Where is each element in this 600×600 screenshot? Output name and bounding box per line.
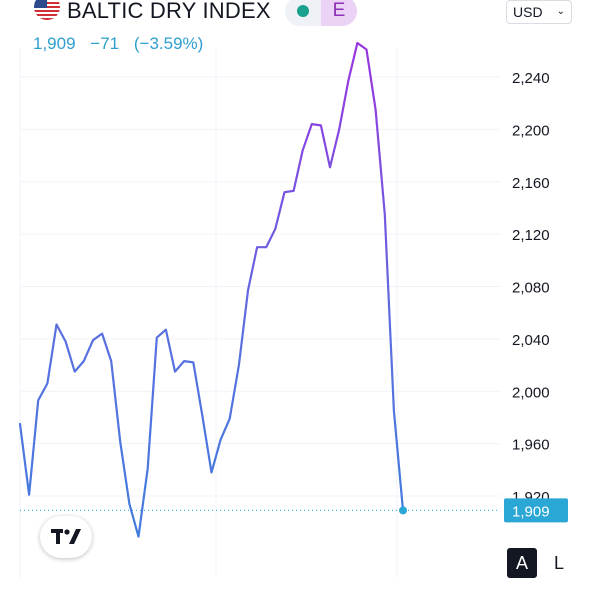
log-scale-button[interactable]: L: [544, 548, 574, 578]
price-series-line: [18, 41, 405, 538]
last-price-axis-badge: [504, 498, 568, 523]
market-status-pill[interactable]: E: [285, 0, 357, 26]
auto-scale-button[interactable]: A: [507, 548, 537, 578]
y-tick-label: 1,960: [512, 437, 550, 454]
chevron-down-icon: ⌄: [556, 6, 565, 17]
symbol-title[interactable]: BALTIC DRY INDEX: [67, 0, 271, 23]
last-price-axis-label: 1,909: [512, 503, 550, 520]
y-tick-label: 2,080: [512, 280, 550, 297]
y-tick-label: 2,120: [512, 227, 550, 244]
currency-select[interactable]: USD ⌄: [506, 0, 572, 24]
tradingview-logo-icon[interactable]: [40, 516, 92, 558]
currency-select-value: USD: [513, 4, 543, 20]
last-price: 1,909: [33, 34, 76, 53]
exchange-badge[interactable]: E: [321, 0, 357, 26]
y-tick-label: 2,040: [512, 332, 550, 349]
price-change-percent: (−3.59%): [133, 34, 204, 53]
y-tick-label: 2,200: [512, 122, 550, 139]
quote-line: 1,909 −71 (−3.59%): [33, 34, 213, 54]
chart-header: BALTIC DRY INDEX E USD ⌄ 1,909 −71 (−3.5…: [0, 0, 600, 60]
y-tick-label: 2,160: [512, 175, 550, 192]
exchange-badge-label: E: [332, 0, 346, 21]
y-tick-label: 2,240: [512, 70, 550, 87]
y-tick-label: 2,000: [512, 384, 550, 401]
market-open-status-icon: [297, 5, 309, 17]
us-flag-icon: [34, 0, 60, 20]
last-price-marker: [399, 506, 407, 515]
price-change: −71: [90, 34, 120, 53]
